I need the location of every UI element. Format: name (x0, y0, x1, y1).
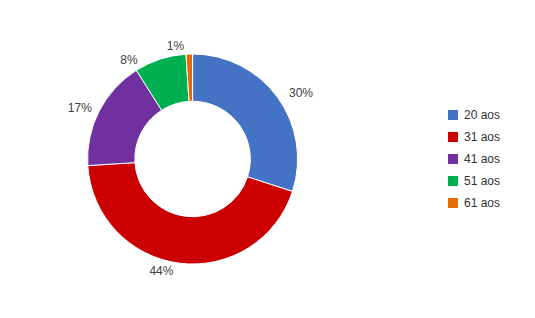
svg-text:41 aos: 41 aos (464, 152, 500, 166)
svg-text:44%: 44% (149, 264, 173, 278)
svg-text:61 aos: 61 aos (464, 196, 500, 210)
svg-text:30%: 30% (289, 86, 313, 100)
svg-text:20 aos: 20 aos (464, 108, 500, 122)
svg-text:51 aos: 51 aos (464, 174, 500, 188)
svg-text:31 aos: 31 aos (464, 130, 500, 144)
svg-text:1%: 1% (167, 39, 185, 53)
svg-text:8%: 8% (120, 53, 138, 67)
svg-text:17%: 17% (68, 101, 92, 115)
